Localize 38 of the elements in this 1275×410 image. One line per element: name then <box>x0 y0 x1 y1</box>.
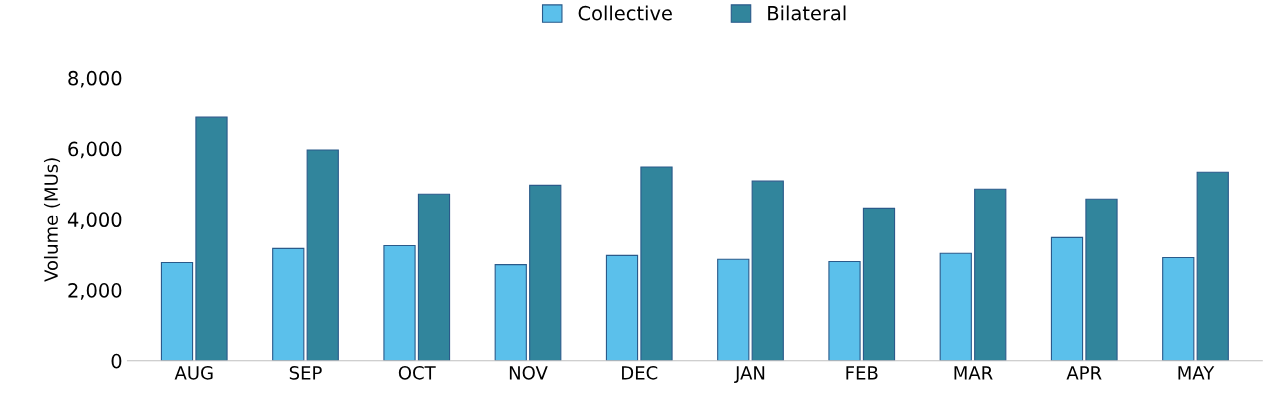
legend-label: Collective <box>578 5 672 21</box>
x-tick-label: SEP <box>289 365 322 380</box>
x-tick-label: AUG <box>174 365 213 380</box>
bar <box>717 258 750 361</box>
bar <box>160 261 194 361</box>
x-tick-label: JAN <box>734 366 765 383</box>
y-tick-label: 0 <box>111 353 122 369</box>
bar <box>1085 198 1118 361</box>
bar <box>974 188 1007 361</box>
y-tick-label: 8,000 <box>68 70 122 88</box>
bar <box>195 116 228 361</box>
y-axis-title: Volume (MUs) <box>43 158 61 282</box>
bar <box>1196 171 1229 361</box>
y-tick-label: 4,000 <box>67 212 122 229</box>
bar <box>1050 236 1084 361</box>
bar <box>383 244 416 361</box>
bar <box>751 180 784 361</box>
x-tick-label: OCT <box>398 365 436 380</box>
bar <box>529 184 562 361</box>
x-tick-label: APR <box>1066 366 1102 380</box>
bar <box>1162 256 1195 361</box>
bar <box>417 193 451 361</box>
legend-label: Bilateral <box>768 5 846 21</box>
x-tick-label: DEC <box>622 365 658 380</box>
bar <box>939 252 972 361</box>
bar <box>272 247 305 361</box>
x-tick-label: FEB <box>846 366 878 380</box>
y-tick-label: 2,000 <box>68 283 122 300</box>
bar <box>605 254 639 361</box>
bar <box>862 207 896 361</box>
y-tick-label: 6,000 <box>68 141 122 159</box>
x-tick-label: NOV <box>509 365 548 380</box>
bar <box>640 166 673 361</box>
x-tick-label: MAY <box>1178 366 1215 380</box>
bar <box>306 149 339 361</box>
bar <box>494 264 527 361</box>
bar <box>828 260 861 361</box>
x-tick-label: MAR <box>954 366 993 380</box>
